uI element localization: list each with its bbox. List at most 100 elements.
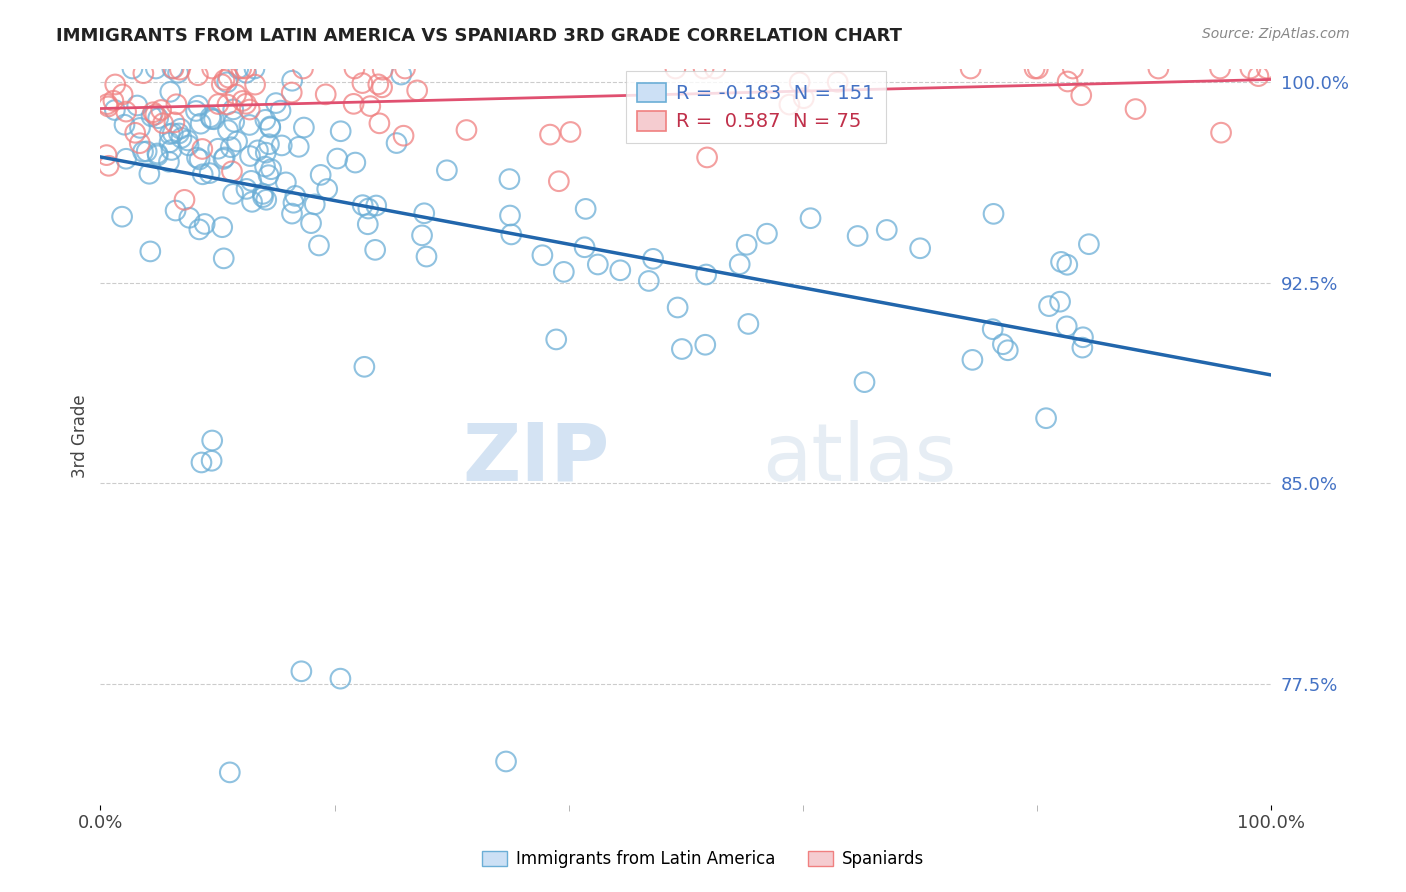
Point: [235, 182, 257, 196]
Point: [344, 155, 367, 169]
Point: [1035, 411, 1057, 425]
Point: [793, 91, 815, 105]
Point: [316, 182, 339, 196]
Point: [499, 209, 522, 223]
Point: [366, 198, 388, 212]
Point: [259, 120, 281, 134]
Point: [254, 112, 277, 127]
Point: [138, 167, 160, 181]
Point: [218, 70, 240, 85]
Point: [274, 175, 297, 189]
Point: [224, 115, 246, 129]
Point: [211, 77, 233, 91]
Point: [179, 211, 201, 225]
Point: [207, 97, 229, 112]
Point: [201, 454, 224, 468]
Point: [190, 117, 212, 131]
Point: [501, 227, 523, 242]
Point: [260, 162, 283, 177]
Point: [143, 107, 166, 121]
Point: [159, 85, 181, 99]
Point: [357, 202, 380, 216]
Point: [287, 140, 309, 154]
Point: [385, 136, 408, 150]
Point: [1256, 62, 1278, 76]
Point: [159, 136, 181, 150]
Point: [146, 112, 169, 126]
Point: [132, 66, 155, 80]
Text: IMMIGRANTS FROM LATIN AMERICA VS SPANIARD 3RD GRADE CORRELATION CHART: IMMIGRANTS FROM LATIN AMERICA VS SPANIAR…: [56, 27, 903, 45]
Point: [364, 243, 387, 257]
Point: [167, 127, 190, 141]
Point: [326, 152, 349, 166]
Point: [217, 97, 239, 112]
Point: [1049, 294, 1071, 309]
Y-axis label: 3rd Grade: 3rd Grade: [72, 395, 89, 478]
Point: [115, 104, 138, 119]
Point: [176, 133, 198, 147]
Point: [157, 154, 180, 169]
Point: [252, 190, 274, 204]
Point: [167, 66, 190, 80]
Point: [219, 140, 242, 154]
Point: [292, 120, 315, 135]
Point: [165, 97, 187, 112]
Point: [575, 202, 598, 216]
Point: [799, 211, 821, 226]
Point: [456, 123, 478, 137]
Point: [343, 62, 366, 76]
Point: [329, 124, 352, 138]
Point: [257, 137, 280, 152]
Point: [115, 152, 138, 166]
Point: [259, 120, 281, 135]
Point: [128, 136, 150, 151]
Point: [231, 62, 253, 76]
Point: [132, 145, 155, 159]
Point: [666, 301, 689, 315]
Point: [145, 62, 167, 76]
Point: [170, 131, 193, 145]
Point: [1062, 62, 1084, 76]
Point: [173, 193, 195, 207]
Point: [962, 352, 984, 367]
Point: [692, 62, 714, 76]
Point: [217, 123, 239, 137]
Point: [1050, 255, 1073, 269]
Point: [908, 241, 931, 255]
Point: [560, 125, 582, 139]
Point: [1071, 330, 1094, 344]
Point: [290, 665, 312, 679]
Point: [111, 210, 134, 224]
Point: [200, 112, 222, 126]
Point: [728, 257, 751, 271]
Point: [211, 220, 233, 235]
Point: [1247, 69, 1270, 83]
Point: [1125, 102, 1147, 116]
Point: [218, 765, 240, 780]
Point: [254, 193, 277, 207]
Point: [212, 252, 235, 266]
Point: [413, 206, 436, 220]
Point: [226, 62, 249, 76]
Point: [111, 87, 134, 102]
Point: [201, 62, 224, 76]
Point: [789, 75, 811, 89]
Point: [284, 189, 307, 203]
Point: [97, 99, 120, 113]
Legend: R = -0.183  N = 151, R =  0.587  N = 75: R = -0.183 N = 151, R = 0.587 N = 75: [626, 70, 886, 143]
Point: [436, 163, 458, 178]
Point: [1026, 62, 1049, 76]
Point: [498, 172, 520, 186]
Point: [357, 217, 380, 231]
Point: [394, 62, 416, 76]
Point: [169, 121, 191, 136]
Point: [1209, 126, 1232, 140]
Point: [142, 105, 165, 120]
Text: ZIP: ZIP: [463, 419, 610, 498]
Point: [114, 118, 136, 132]
Point: [547, 174, 569, 188]
Point: [846, 229, 869, 244]
Point: [353, 359, 375, 374]
Point: [222, 103, 245, 117]
Point: [270, 103, 292, 118]
